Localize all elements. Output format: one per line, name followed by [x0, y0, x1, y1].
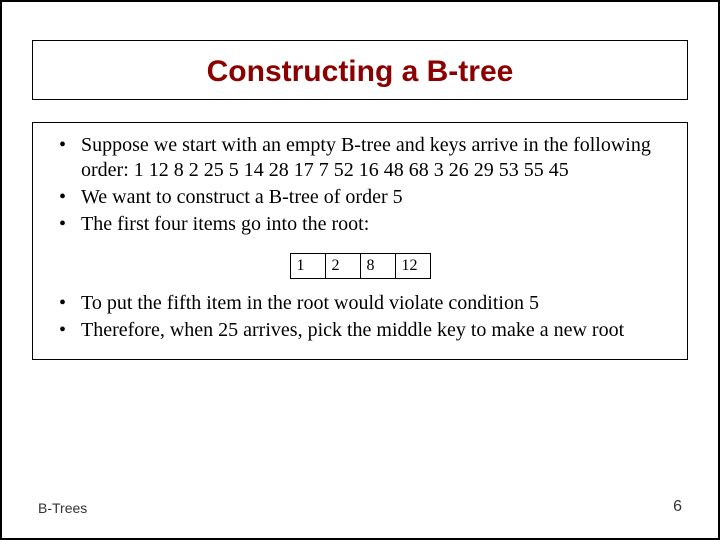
- bullet-list-bottom: To put the fifth item in the root would …: [41, 291, 679, 343]
- content-container: Suppose we start with an empty B-tree an…: [32, 122, 688, 360]
- btree-node: 1 2 8 12: [41, 253, 679, 279]
- bullet-item: The first four items go into the root:: [59, 212, 679, 237]
- node-cell: 1: [290, 253, 326, 279]
- footer-label: B-Trees: [38, 500, 87, 516]
- slide-title: Constructing a B-tree: [33, 55, 687, 89]
- node-cell: 8: [360, 253, 396, 279]
- bullet-item: Suppose we start with an empty B-tree an…: [59, 133, 679, 183]
- node-cell: 2: [325, 253, 361, 279]
- bullet-item: To put the fifth item in the root would …: [59, 291, 679, 316]
- bullet-list-top: Suppose we start with an empty B-tree an…: [41, 133, 679, 237]
- bullet-item: Therefore, when 25 arrives, pick the mid…: [59, 318, 679, 343]
- title-container: Constructing a B-tree: [32, 40, 688, 100]
- page-number: 6: [673, 498, 682, 516]
- node-cell: 12: [395, 253, 431, 279]
- bullet-item: We want to construct a B-tree of order 5: [59, 185, 679, 210]
